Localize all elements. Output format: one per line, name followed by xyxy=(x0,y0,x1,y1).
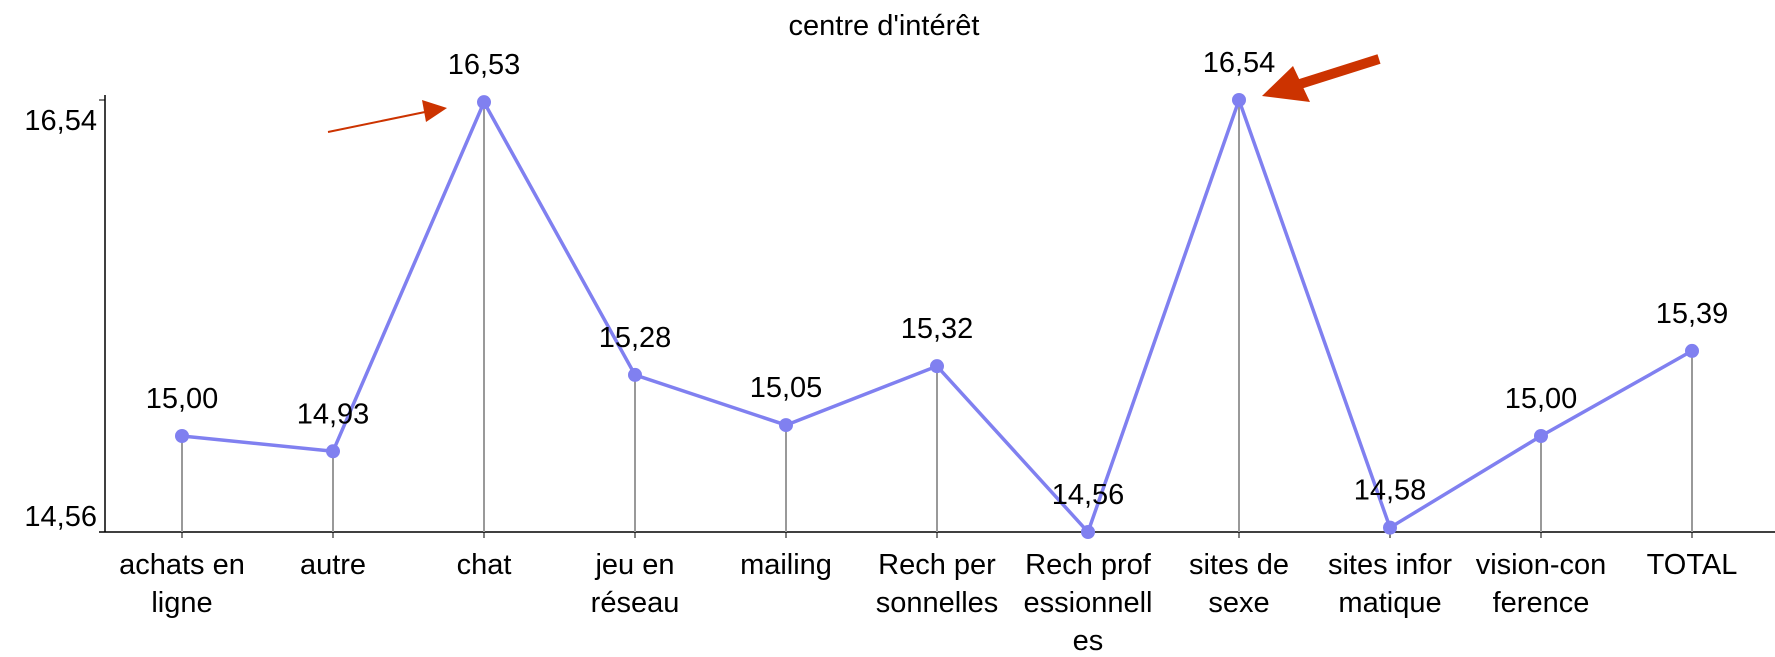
point xyxy=(1383,520,1397,535)
x-tick-label: jeu en xyxy=(594,549,674,581)
value-label: 15,05 xyxy=(750,372,823,404)
x-tick-label: sites infor xyxy=(1328,549,1452,581)
annotation-arrow xyxy=(1298,54,1381,89)
x-tick-label: ference xyxy=(1493,587,1590,619)
point xyxy=(1685,343,1699,358)
x-tick-label: Rech per xyxy=(878,549,996,581)
y-tick-label: 16,54 xyxy=(24,105,97,137)
x-tick-label: autre xyxy=(300,549,366,581)
value-label: 15,28 xyxy=(599,322,672,354)
x-tick-label: vision-con xyxy=(1476,549,1607,581)
x-tick-label: matique xyxy=(1338,587,1441,619)
value-label: 14,58 xyxy=(1354,475,1427,507)
x-tick-label: TOTAL xyxy=(1647,549,1738,581)
point xyxy=(477,95,491,110)
x-tick-label: chat xyxy=(457,549,512,581)
point xyxy=(628,367,642,382)
value-label: 14,93 xyxy=(297,398,370,430)
point xyxy=(779,418,793,433)
x-tick-label: es xyxy=(1073,625,1104,657)
x-tick-label: réseau xyxy=(591,587,680,619)
point xyxy=(175,429,189,443)
x-tick-label: sonnelles xyxy=(876,587,999,619)
x-tick-label: sexe xyxy=(1208,587,1269,619)
x-tick-label: mailing xyxy=(740,549,832,581)
value-label: 15,32 xyxy=(901,313,974,345)
point xyxy=(1534,429,1548,443)
point xyxy=(930,359,944,374)
point xyxy=(1232,93,1246,107)
value-label: 14,56 xyxy=(1052,479,1125,511)
point xyxy=(326,444,340,459)
annotation-arrow-head xyxy=(422,100,447,122)
x-tick-label: essionnell xyxy=(1024,587,1153,619)
value-label: 16,54 xyxy=(1203,47,1276,79)
point xyxy=(1081,525,1095,539)
value-label: 15,00 xyxy=(146,383,219,415)
chart-title: centre d'intérêt xyxy=(789,10,980,42)
y-tick-label: 14,56 xyxy=(24,501,97,533)
x-tick-label: sites de xyxy=(1189,549,1289,581)
annotation-arrow xyxy=(327,111,426,133)
annotation-arrow-head xyxy=(1262,66,1310,102)
x-tick-label: Rech prof xyxy=(1025,549,1152,581)
x-tick-label: achats en xyxy=(119,549,245,581)
value-label: 16,53 xyxy=(448,49,521,81)
value-label: 15,39 xyxy=(1656,298,1729,330)
x-tick-label: ligne xyxy=(151,587,212,619)
value-label: 15,00 xyxy=(1505,383,1578,415)
